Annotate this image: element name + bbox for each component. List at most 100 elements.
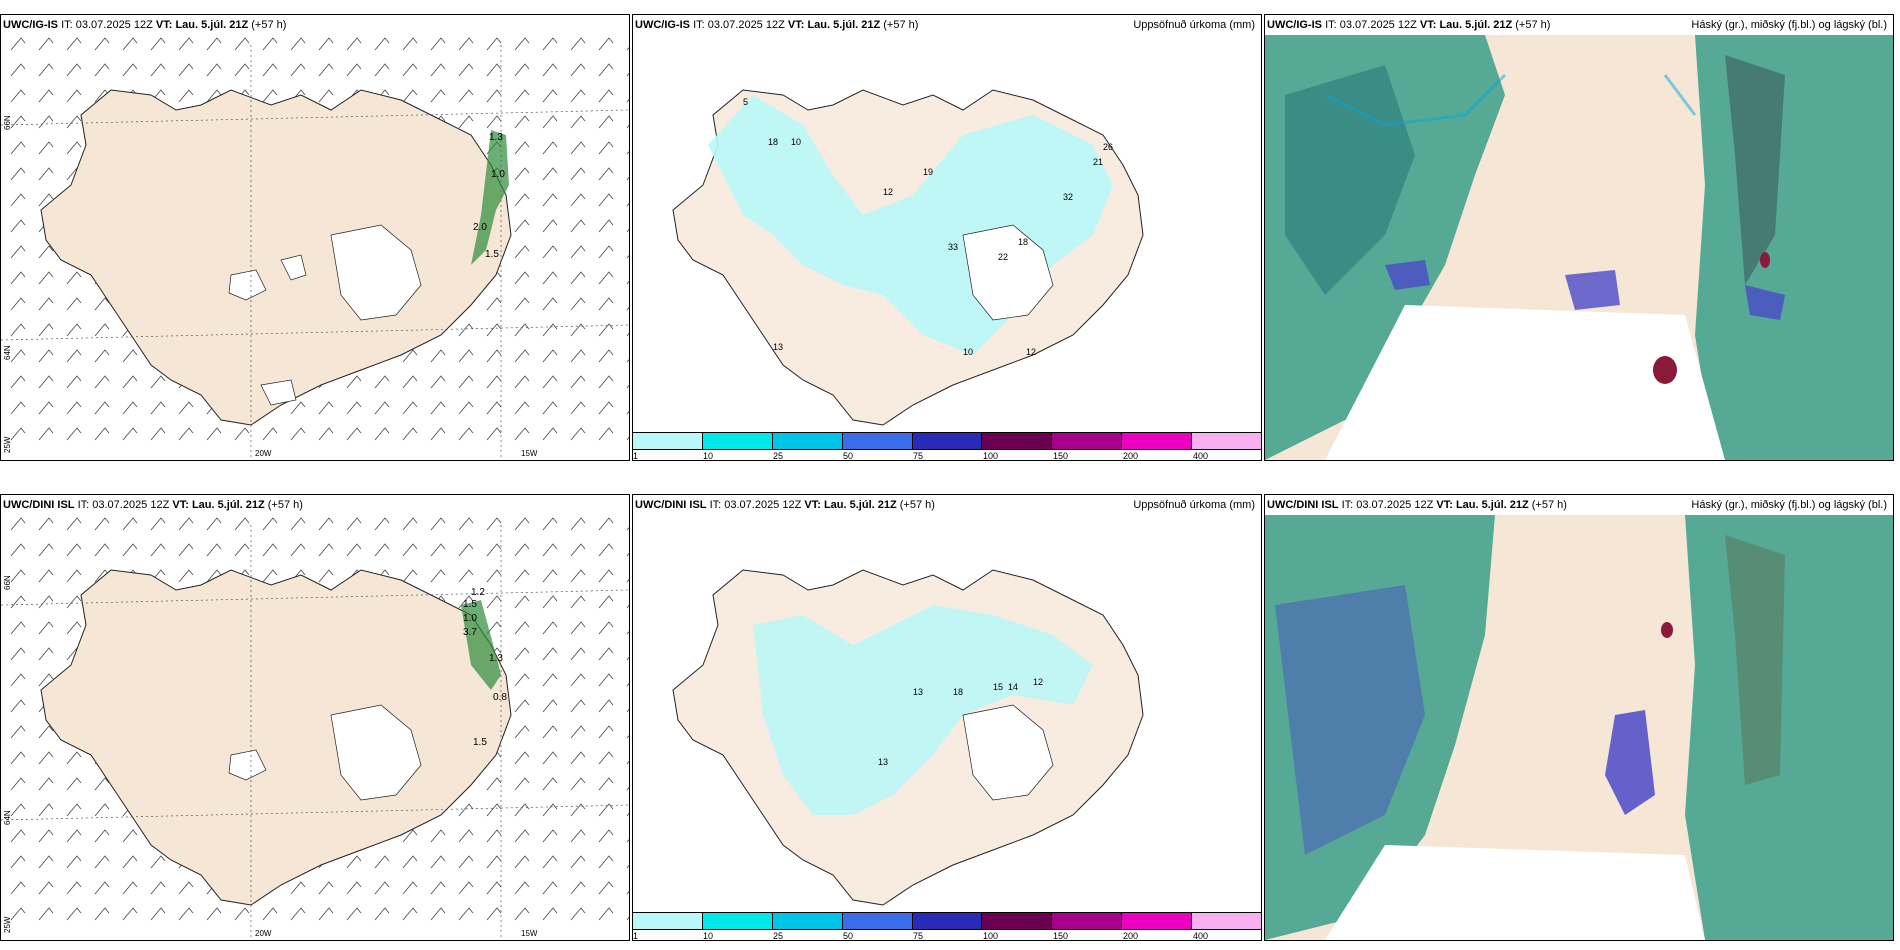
colorbar-swatch xyxy=(1192,913,1262,929)
wind-barb xyxy=(626,760,629,765)
wind-barb xyxy=(542,63,558,77)
wind-barb xyxy=(542,621,558,635)
wind-barb xyxy=(626,332,629,337)
precip-value: 22 xyxy=(998,252,1008,262)
wind-barb xyxy=(626,604,629,609)
wind-barb xyxy=(430,401,446,415)
wind-barb xyxy=(486,595,502,609)
colorbar-label: 200 xyxy=(1123,931,1139,941)
wind-barb xyxy=(570,699,586,713)
wind-barb xyxy=(626,124,629,129)
wind-barb xyxy=(374,543,390,557)
panel-header: UWC/IG-IS IT: 03.07.2025 12Z VT: Lau. 5.… xyxy=(635,19,919,31)
wind-barb xyxy=(626,176,629,181)
wind-barb xyxy=(514,595,530,609)
wind-barb xyxy=(514,245,530,259)
wind-barb xyxy=(514,543,530,557)
lon-label-15w: 15W xyxy=(521,449,538,458)
wind-barb xyxy=(346,63,362,77)
wind-barb xyxy=(66,621,82,635)
cloud-panel-bottom: UWC/DINI ISL IT: 03.07.2025 12Z VT: Lau.… xyxy=(1264,494,1894,941)
wind-barb xyxy=(10,141,26,155)
wind-barb xyxy=(514,621,530,635)
wind-barb xyxy=(94,427,110,441)
wind-barb xyxy=(598,141,614,155)
lat-label-66n: 66N xyxy=(3,115,12,130)
wind-panel-top: UWC/IG-IS IT: 03.07.2025 12Z VT: Lau. 5.… xyxy=(0,14,630,461)
wind-barb xyxy=(262,517,278,531)
wind-barb xyxy=(570,297,586,311)
colorbar-label: 25 xyxy=(773,931,784,941)
wind-barb xyxy=(570,349,586,363)
wind-barb xyxy=(122,829,138,843)
cloud-map xyxy=(1265,515,1893,940)
wind-barb xyxy=(598,881,614,895)
colorbar-swatch xyxy=(1052,433,1123,449)
wind-barb xyxy=(598,725,614,739)
wind-barb xyxy=(542,855,558,869)
colorbar-swatch xyxy=(1192,433,1262,449)
colorbar-label: 50 xyxy=(843,451,854,461)
wind-barb xyxy=(514,115,530,129)
wind-barb xyxy=(542,595,558,609)
wind-barb xyxy=(374,855,390,869)
wind-barb xyxy=(570,517,586,531)
wind-barb xyxy=(66,63,82,77)
wind-barb xyxy=(94,517,110,531)
wind-barb xyxy=(374,37,390,51)
wind-barb xyxy=(486,89,502,103)
wind-barb xyxy=(346,375,362,389)
wind-barb xyxy=(346,543,362,557)
wind-panel-bottom: UWC/DINI ISL IT: 03.07.2025 12Z VT: Lau.… xyxy=(0,494,630,941)
wind-barb xyxy=(626,838,629,843)
wind-barb xyxy=(570,725,586,739)
wind-label: 1.3 xyxy=(489,132,503,143)
wind-barb xyxy=(66,323,82,337)
wind-barb xyxy=(10,37,26,51)
wind-barb xyxy=(66,907,82,921)
wind-barb xyxy=(150,907,166,921)
wind-barb xyxy=(346,907,362,921)
wind-barb xyxy=(10,89,26,103)
wind-barb xyxy=(570,63,586,77)
wind-barb xyxy=(542,323,558,337)
precip-colorbar-bottom xyxy=(632,912,1262,930)
wind-barb xyxy=(10,777,26,791)
wind-barb xyxy=(10,621,26,635)
wind-barb xyxy=(66,297,82,311)
wind-barb xyxy=(178,37,194,51)
wind-barb xyxy=(598,751,614,765)
wind-barb xyxy=(626,384,629,389)
wind-barb xyxy=(38,621,54,635)
cloud-panel-top: UWC/IG-IS IT: 03.07.2025 12Z VT: Lau. 5.… xyxy=(1264,14,1894,461)
wind-barb xyxy=(38,595,54,609)
wind-barb xyxy=(598,569,614,583)
wind-barb xyxy=(94,543,110,557)
wind-barb xyxy=(150,375,166,389)
wind-barb xyxy=(514,699,530,713)
wind-barb xyxy=(66,271,82,285)
wind-barb xyxy=(38,725,54,739)
wind-label: 1.0 xyxy=(463,613,477,624)
colorbar-swatch xyxy=(982,913,1053,929)
wind-barb xyxy=(234,427,250,441)
wind-barb xyxy=(514,323,530,337)
wind-label: 1.5 xyxy=(485,249,499,260)
wind-barb xyxy=(542,673,558,687)
wind-barb xyxy=(66,375,82,389)
wind-barb xyxy=(150,427,166,441)
wind-barb xyxy=(94,855,110,869)
wind-barb xyxy=(486,297,502,311)
wind-barb xyxy=(38,297,54,311)
wind-barb xyxy=(626,254,629,259)
wind-barb xyxy=(626,890,629,895)
wind-barb xyxy=(122,427,138,441)
wind-barb xyxy=(458,401,474,415)
wind-barb xyxy=(598,673,614,687)
wind-barb xyxy=(178,569,194,583)
wind-barb xyxy=(66,401,82,415)
colorbar-swatch xyxy=(772,433,843,449)
colorbar-swatch xyxy=(842,433,913,449)
wind-barb xyxy=(122,401,138,415)
wind-barb xyxy=(514,803,530,817)
